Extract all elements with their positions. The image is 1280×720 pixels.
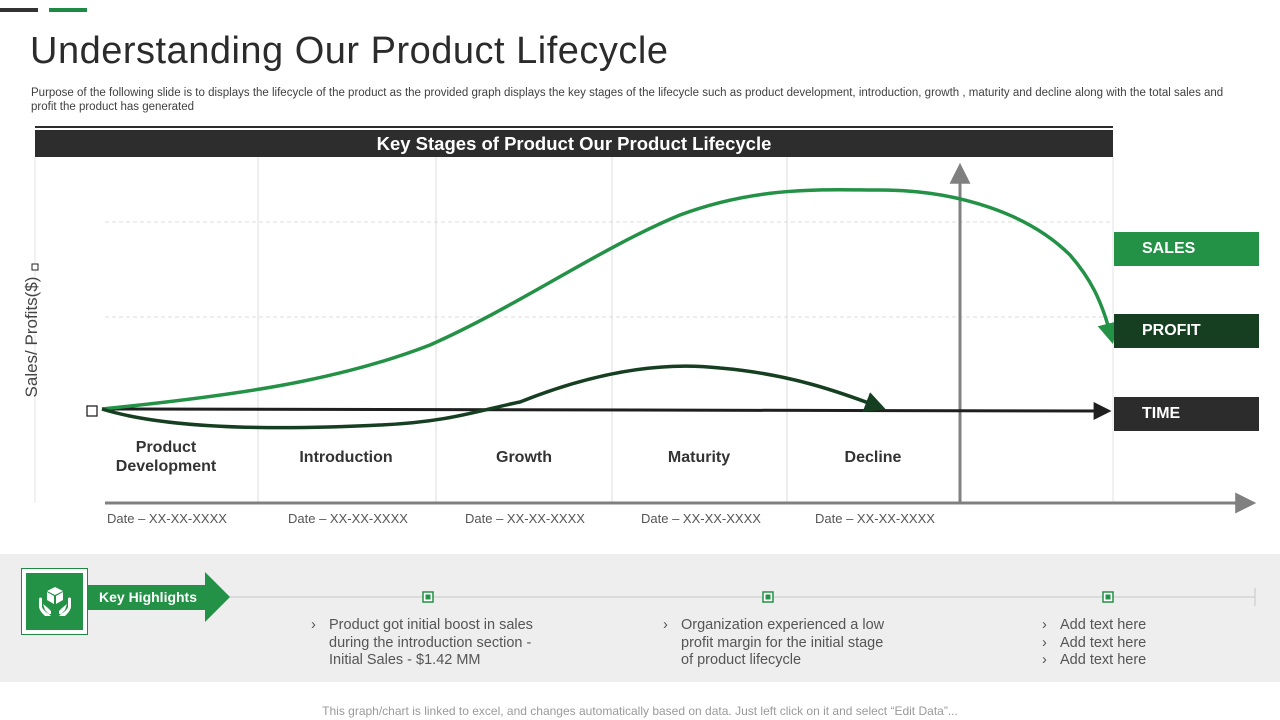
legend-time: TIME — [1114, 397, 1259, 431]
accent-bar-green — [49, 8, 87, 12]
date-label: Date – XX-XX-XXXX — [107, 511, 227, 526]
stage-label: Maturity — [667, 449, 731, 466]
footer-note: This graph/chart is linked to excel, and… — [322, 704, 958, 718]
timeline-node-fill — [765, 594, 771, 600]
origin-marker — [86, 405, 98, 417]
highlights-icon-box — [21, 568, 88, 635]
highlight-bullet: Product got initial boost in sales durin… — [311, 617, 561, 670]
key-highlights-label: Key Highlights — [99, 589, 198, 605]
stage-label: Growth — [496, 449, 552, 466]
chart-header-rule — [35, 126, 1113, 128]
legend-sales: SALES — [1114, 232, 1259, 266]
stage-label-line: Development — [115, 458, 217, 475]
highlight-bullet: Add text here — [1042, 635, 1192, 653]
timeline-node-fill — [1105, 594, 1111, 600]
highlight-group: Add text here Add text here Add text her… — [1042, 617, 1192, 670]
date-label: Date – XX-XX-XXXX — [465, 511, 585, 526]
chart-header: Key Stages of Product Our Product Lifecy… — [35, 130, 1113, 157]
highlight-group: Product got initial boost in sales durin… — [311, 617, 561, 670]
time-line — [101, 401, 1112, 420]
page-subtitle: Purpose of the following slide is to dis… — [31, 87, 1224, 113]
highlight-bullet: Add text here — [1042, 617, 1192, 635]
profit-curve — [101, 364, 886, 430]
date-label: Date – XX-XX-XXXX — [641, 511, 761, 526]
accent-bar-dark — [0, 8, 38, 12]
highlight-bullet: Add text here — [1042, 652, 1192, 670]
highlight-bullet: Organization experienced a low profit ma… — [663, 617, 893, 670]
y-axis-label: Sales/ Profits($) — [22, 276, 41, 398]
stage-label: Decline — [844, 449, 902, 466]
date-label: Date – XX-XX-XXXX — [815, 511, 935, 526]
page-title: Understanding Our Product Lifecycle — [30, 30, 669, 72]
hands-box-icon — [26, 573, 83, 630]
key-highlights-arrow — [88, 572, 230, 622]
stage-label-line: Product — [135, 439, 197, 456]
stage-label: Introduction — [299, 449, 393, 466]
highlight-group: Organization experienced a low profit ma… — [663, 617, 893, 670]
timeline-node-fill — [425, 594, 431, 600]
date-label: Date – XX-XX-XXXX — [288, 511, 408, 526]
stage-label: Product Development — [116, 438, 216, 476]
sales-curve — [101, 187, 1119, 411]
axis-marker — [31, 263, 39, 271]
highlights-graphics — [88, 572, 1256, 622]
legend-profit: PROFIT — [1114, 314, 1259, 348]
